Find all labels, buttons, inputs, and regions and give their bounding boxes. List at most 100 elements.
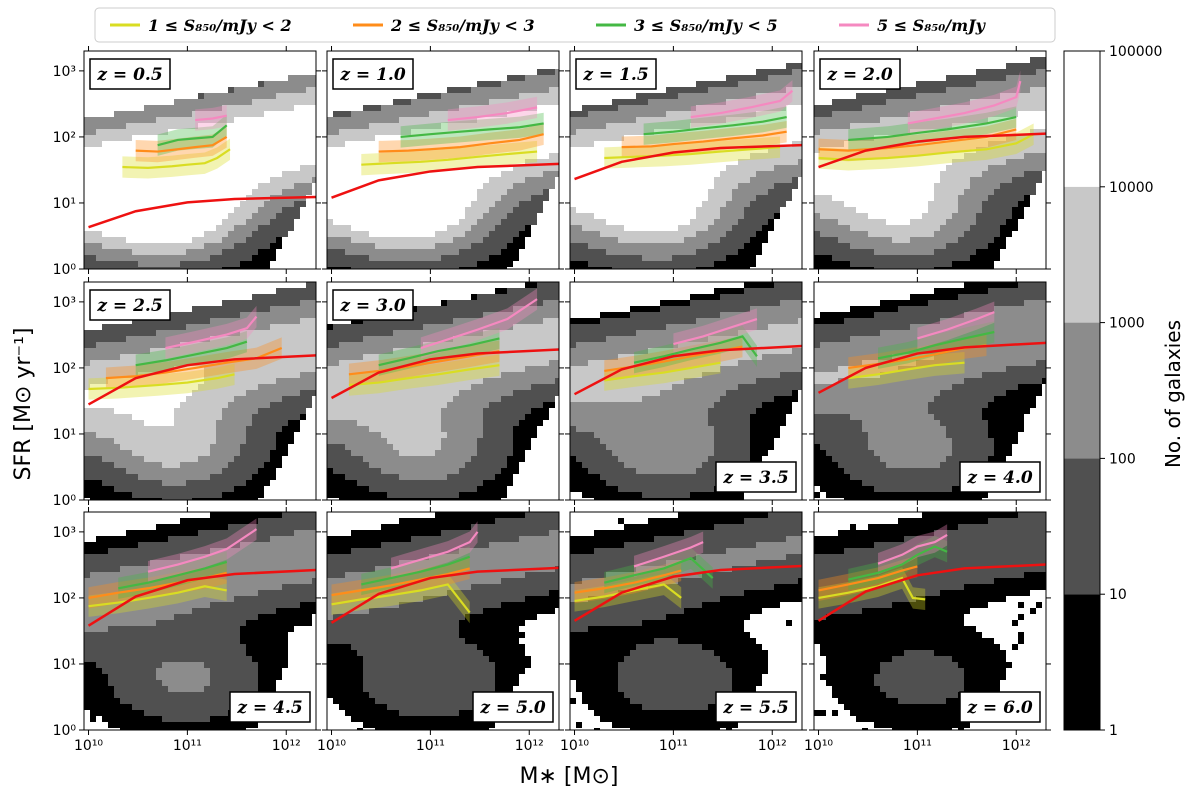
main-sequence-line: [573, 344, 802, 396]
series-band-5+: [447, 96, 538, 131]
density-histogram: [327, 282, 559, 500]
panel-frame: [326, 50, 560, 270]
legend-label: 5 ≤ S₈₅₀/mJy: [877, 16, 987, 35]
redshift-label-box: [575, 58, 657, 90]
y-tick-label: 10⁰: [53, 723, 77, 739]
series-line-3-5: [848, 115, 1017, 142]
colorbar-label: No. of galaxies: [1161, 320, 1185, 468]
series-band-5+: [391, 521, 478, 580]
main-sequence-line: [331, 162, 559, 199]
panel-z2.0: z = 2.0: [809, 46, 1051, 274]
y-tick-label: 10³: [53, 525, 76, 541]
series-band-3-5: [118, 551, 227, 599]
series-band-5+: [420, 288, 538, 359]
density-histogram: [814, 57, 1046, 269]
colorbar-level: [1064, 51, 1100, 187]
y-tick-label: 10⁰: [53, 262, 77, 278]
panel-z5.0: 10¹⁰ 10¹¹ 10¹² z = 5.0: [317, 507, 564, 754]
series-line-2-3: [348, 349, 500, 376]
density-histogram: [327, 69, 559, 269]
density-histogram: [570, 512, 802, 730]
series-band-2-3: [135, 126, 227, 163]
series-line-5+: [390, 531, 479, 570]
series-line-3-5: [157, 124, 228, 147]
colorbar-tick-label: 100000: [1109, 44, 1162, 60]
redshift-label-box: [959, 461, 1041, 493]
x-tick-label: 10¹²: [1002, 738, 1031, 754]
panel-frame: [813, 511, 1047, 731]
series-line-5+: [690, 89, 794, 119]
main-sequence-line: [330, 348, 559, 400]
colorbar-tick-label: 100: [1109, 451, 1136, 467]
series-band-3-5: [848, 106, 1017, 151]
y-tick-label: 10³: [53, 64, 76, 80]
redshift-label-box: [959, 691, 1041, 723]
series-band-5+: [165, 305, 257, 359]
y-tick-label: 10¹: [53, 657, 76, 673]
series-line-5+: [673, 317, 758, 346]
redshift-label-box: [332, 289, 414, 321]
series-line-3-5: [361, 555, 471, 586]
series-band-3-5: [643, 106, 787, 145]
series-band-5+: [917, 301, 995, 350]
series-line-5+: [633, 541, 704, 568]
x-tick-label: 10¹¹: [173, 738, 202, 754]
panel-frame: [813, 281, 1047, 501]
x-tick-label: 10¹⁰: [317, 738, 346, 754]
y-tick-label: 10³: [53, 295, 76, 311]
colorbar-level: [1064, 594, 1100, 730]
x-tick-label: 10¹¹: [416, 738, 445, 754]
legend-frame: [94, 7, 1056, 43]
redshift-label: z = 1.5: [582, 65, 648, 85]
redshift-label: z = 5.5: [722, 698, 788, 718]
redshift-label: z = 5.0: [479, 698, 545, 718]
panel-z6.0: 10¹⁰ 10¹¹ 10¹² z = 6.0: [804, 507, 1051, 754]
series-line-2-3: [135, 135, 228, 153]
y-tick-label: 10¹: [53, 427, 76, 443]
legend-label: 2 ≤ S₈₅₀/mJy < 3: [390, 16, 535, 35]
colorbar-tick-label: 10000: [1109, 180, 1154, 196]
y-tick-label: 10²: [53, 361, 76, 377]
series-line-5+: [907, 80, 1022, 125]
main-sequence-line: [574, 143, 802, 181]
y-tick-label: 10¹: [53, 196, 76, 212]
x-tick-label: 10¹¹: [903, 738, 932, 754]
x-axis-label: M∗ [M⊙]: [520, 764, 619, 789]
colorbar-level: [1064, 458, 1100, 595]
main-sequence-line: [818, 132, 1046, 169]
redshift-label-box: [715, 461, 797, 493]
series-band-2-3: [348, 340, 500, 385]
redshift-label-box: [89, 289, 171, 321]
panel-frame: [569, 281, 803, 501]
series-line-1-2: [361, 150, 538, 166]
x-tick-label: 10¹²: [272, 738, 301, 754]
colorbar-frame: [1063, 50, 1101, 731]
x-tick-label: 10¹⁰: [74, 738, 103, 754]
panel-frame: [569, 50, 803, 270]
panel-frame: [569, 511, 803, 731]
density-histogram: [84, 75, 316, 269]
redshift-label: z = 6.0: [966, 698, 1032, 718]
series-line-2-3: [621, 130, 787, 149]
redshift-label-box: [715, 691, 797, 723]
colorbar: 1 10 100 1000 10000 100000: [1063, 44, 1162, 739]
panel-z5.5: 10¹⁰ 10¹¹ 10¹² z = 5.5: [560, 507, 807, 754]
series-line-5+: [447, 106, 538, 122]
series-band-2-3: [378, 123, 544, 163]
panel-z1.5: z = 1.5: [565, 46, 807, 274]
panel-z2.5: 10⁰ 10¹ 10² 10³ z = 2.5: [53, 277, 321, 509]
series-band-5+: [690, 80, 793, 128]
redshift-label: z = 0.5: [96, 65, 162, 85]
legend-label: 3 ≤ S₈₅₀/mJy < 5: [634, 16, 778, 35]
series-line-3-5: [633, 335, 758, 364]
series-line-2-3: [331, 567, 470, 597]
series-line-5+: [917, 311, 995, 340]
panel-grid: 10⁰ 10¹ 10² 10³ z = 0.5 z = 1.0 z = 1.5 z = 2.0…: [53, 46, 1051, 754]
redshift-label: z = 2.5: [96, 296, 162, 316]
main-sequence-line: [88, 195, 316, 229]
panel-frame: [83, 50, 317, 270]
series-line-1-2: [604, 146, 781, 160]
density-histogram: [84, 282, 316, 500]
colorbar-level: [1064, 186, 1100, 323]
